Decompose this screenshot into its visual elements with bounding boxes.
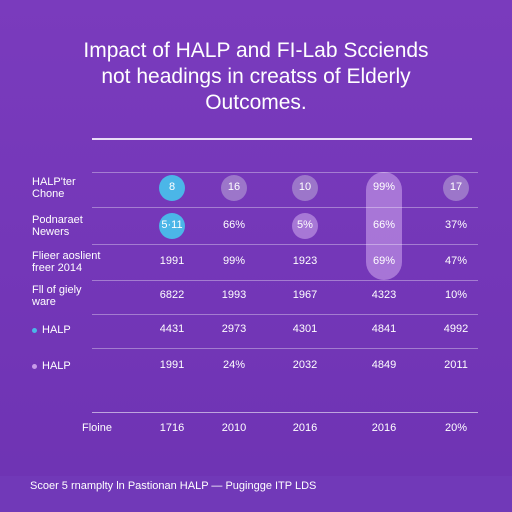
row-label-text: Podnaraet bbox=[32, 214, 83, 226]
row-label: Flieer aoslient freer 2014 bbox=[32, 250, 112, 274]
table-cell: 8 bbox=[168, 181, 176, 193]
title-divider bbox=[92, 138, 472, 140]
value-highlight-bubble bbox=[443, 175, 469, 201]
column-tick-label: 2016 bbox=[292, 422, 318, 434]
value-highlight-bubble bbox=[292, 213, 318, 239]
footer-text: Scoer 5 rnamplty ln Pastionan HALP — Pug… bbox=[30, 480, 317, 492]
table-cell: 4431 bbox=[159, 323, 185, 335]
row-gridline bbox=[92, 172, 478, 173]
table-cell: 2032 bbox=[292, 359, 318, 371]
table-cell: 37% bbox=[444, 219, 468, 231]
table-cell: 4992 bbox=[443, 323, 469, 335]
table-cell: 1991 bbox=[159, 359, 185, 371]
table-cell: 16 bbox=[227, 181, 241, 193]
row-gridline bbox=[92, 348, 478, 349]
table-cell: 24% bbox=[222, 359, 246, 371]
table-cell: 66% bbox=[372, 219, 396, 231]
table-cell: 6822 bbox=[159, 289, 185, 301]
column-tick-label: 2016 bbox=[371, 422, 397, 434]
title-line-2: not headings in creatss of Elderly bbox=[101, 65, 411, 88]
row-label: Fll of giely ware bbox=[32, 284, 112, 308]
legend-dot bbox=[32, 363, 37, 369]
table-cell: 5% bbox=[297, 219, 313, 231]
table-cell: 1923 bbox=[292, 255, 318, 267]
row-label-text: Newers bbox=[32, 226, 70, 238]
title-line-3: Outcomes. bbox=[205, 91, 307, 114]
row-gridline bbox=[92, 244, 478, 245]
row-label: HALP bbox=[32, 360, 112, 372]
table-cell: 2011 bbox=[444, 359, 468, 371]
value-highlight-bubble bbox=[221, 175, 247, 201]
chart-title: Impact of HALP and FI-Lab Scciends not h… bbox=[40, 38, 472, 116]
row-gridline bbox=[92, 280, 478, 281]
table-cell: 1993 bbox=[221, 289, 247, 301]
column-tick-label: 1716 bbox=[159, 422, 185, 434]
table-cell: 4849 bbox=[371, 359, 397, 371]
table-cell: 10% bbox=[444, 289, 468, 301]
legend-dot bbox=[32, 327, 37, 333]
row-label-text: Flieer aoslient bbox=[32, 250, 101, 262]
row-label: HALP bbox=[32, 324, 112, 336]
row-label-text: freer 2014 bbox=[32, 262, 83, 274]
table-cell: 69% bbox=[372, 255, 396, 267]
table-cell: 10 bbox=[298, 181, 312, 193]
row-gridline bbox=[92, 314, 478, 315]
table-cell: 1967 bbox=[292, 289, 318, 301]
column-tick-label: 2010 bbox=[221, 422, 247, 434]
column-tick-label: 20% bbox=[444, 422, 468, 434]
row-label: HALP'ter Chone bbox=[32, 176, 112, 200]
title-line-1: Impact of HALP and FI-Lab Scciends bbox=[83, 39, 429, 62]
table-cell: 5·11 bbox=[161, 219, 183, 231]
table-cell: 99% bbox=[222, 255, 246, 267]
table-cell: 66% bbox=[222, 219, 246, 231]
value-highlight-bubble bbox=[292, 175, 318, 201]
table-cell: 2973 bbox=[221, 323, 247, 335]
row-label-text: HALP bbox=[42, 324, 71, 336]
row-label-text: HALP'ter bbox=[32, 176, 76, 188]
row-label: Podnaraet Newers bbox=[32, 214, 112, 238]
row-gridline bbox=[92, 207, 478, 208]
axis-row-label: Floine bbox=[82, 422, 112, 434]
table-cell: 4323 bbox=[371, 289, 397, 301]
table-cell: 47% bbox=[444, 255, 468, 267]
table-cell: 4301 bbox=[292, 323, 318, 335]
row-label-text: HALP bbox=[42, 360, 71, 372]
value-highlight-bubble bbox=[159, 175, 185, 201]
value-highlight-bubble bbox=[159, 213, 185, 239]
row-label-text: ware bbox=[32, 296, 56, 308]
footer-bar bbox=[0, 476, 512, 512]
table-cell: 4841 bbox=[371, 323, 397, 335]
table-cell: 17 bbox=[449, 181, 463, 193]
column-highlight-pill bbox=[366, 172, 402, 280]
table-cell: 1991 bbox=[159, 255, 185, 267]
table-bottom-rule bbox=[92, 412, 478, 413]
row-label-text: Fll of giely bbox=[32, 284, 82, 296]
row-label-text: Chone bbox=[32, 188, 65, 200]
table-cell: 99% bbox=[372, 181, 396, 193]
